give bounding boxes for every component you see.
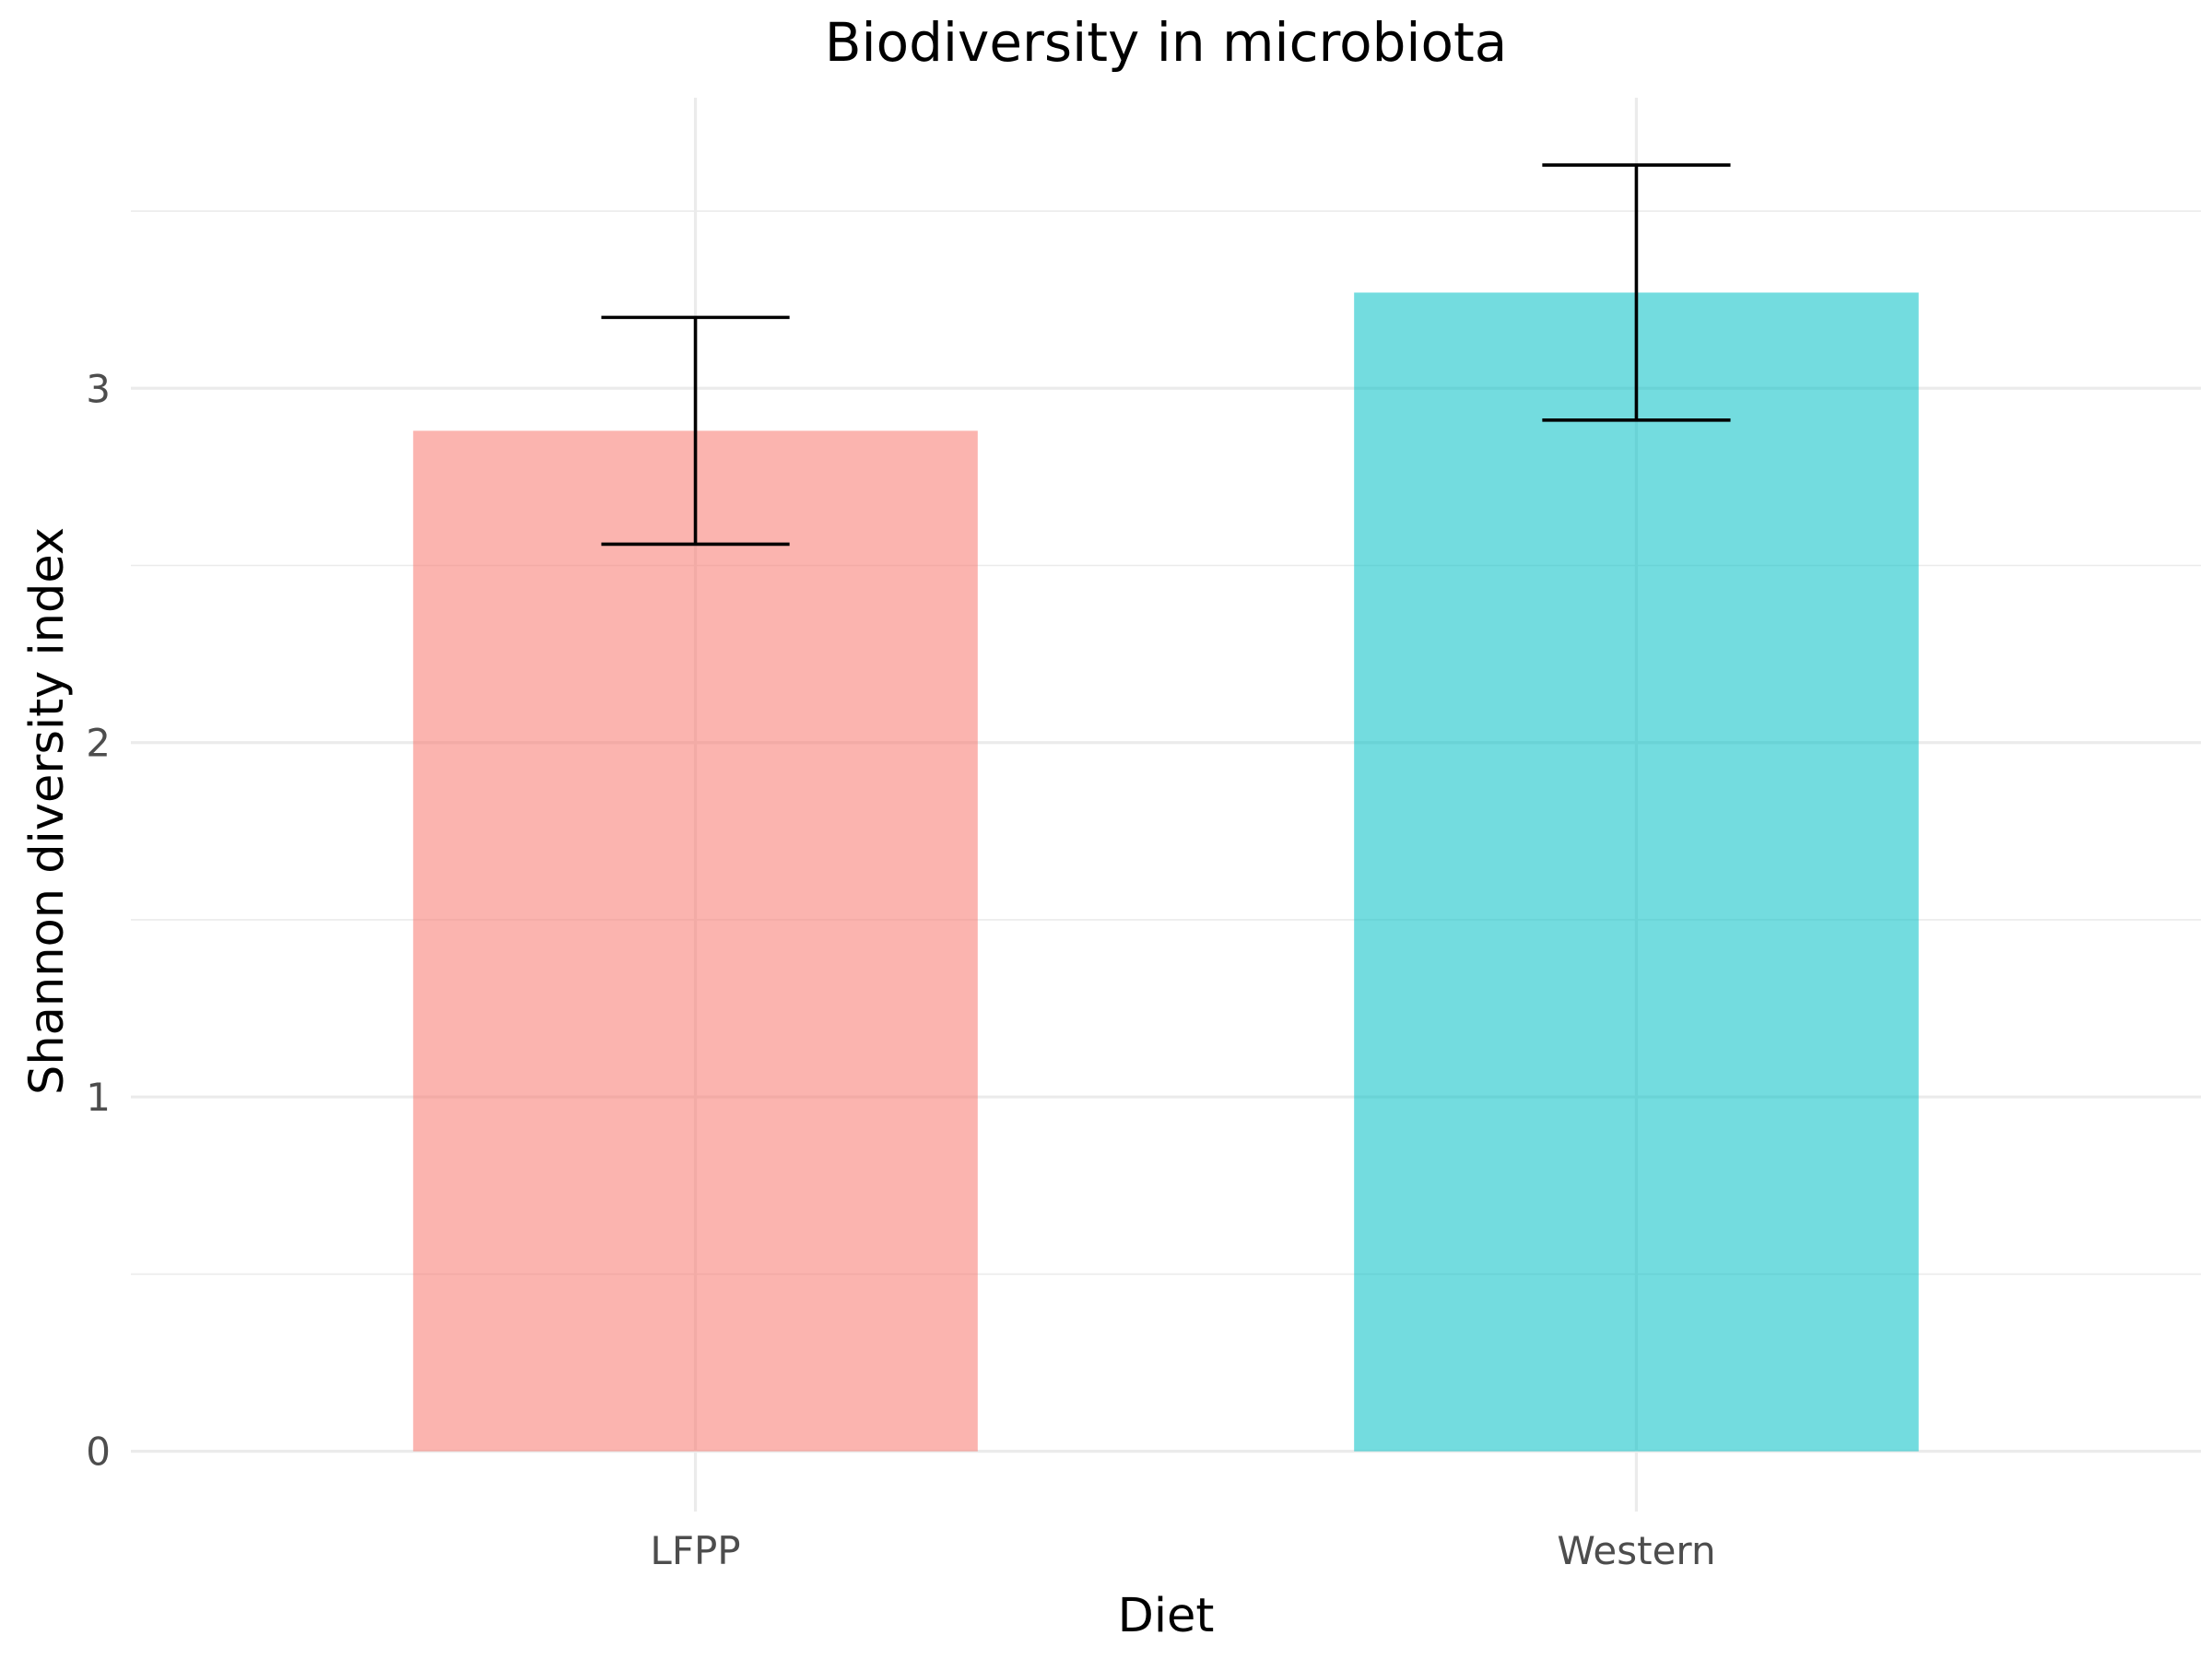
x-axis-title: Diet: [1118, 1589, 1215, 1643]
bar-lfpp: [413, 430, 978, 1452]
y-tick-label: 3: [86, 366, 111, 411]
y-tick-labels: 0 1 2 3: [86, 366, 111, 1474]
y-tick-label: 1: [86, 1075, 111, 1120]
x-tick-label: Western: [1557, 1528, 1715, 1573]
x-tick-label: LFPP: [650, 1528, 740, 1573]
x-tick-labels: LFPP Western: [650, 1528, 1715, 1573]
bar-western: [1354, 292, 1919, 1452]
error-bar-lfpp: [601, 315, 790, 547]
bars: [413, 292, 1919, 1452]
chart-title: Biodiversity in microbiota: [825, 11, 1508, 74]
error-bar-western: [1542, 163, 1731, 422]
error-bars: [601, 163, 1731, 547]
y-axis-title: Shannon diversity index: [20, 527, 75, 1095]
y-tick-label: 0: [86, 1430, 111, 1475]
y-tick-label: 2: [86, 721, 111, 766]
